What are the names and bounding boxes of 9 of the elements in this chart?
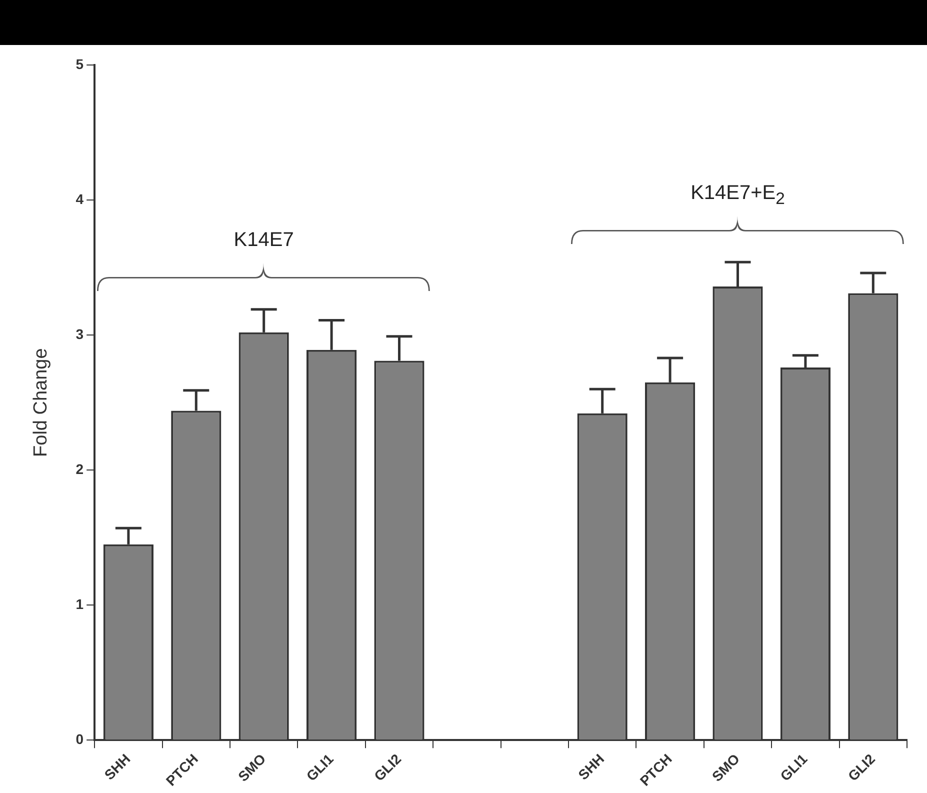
annotation: K14E7 (232, 229, 295, 252)
y-tick-label: 1 (76, 596, 84, 612)
annotation: K14E7+E$_{2}$ (690, 182, 786, 210)
y-tick-label: 2 (76, 460, 84, 477)
y-tick-label: 0 (76, 731, 84, 748)
y-tick-label: 4 (76, 190, 84, 207)
y-tick-label: 3 (76, 326, 84, 342)
y-tick-label: 5 (76, 56, 84, 72)
y-axis-title: Fold Change (30, 348, 52, 457)
